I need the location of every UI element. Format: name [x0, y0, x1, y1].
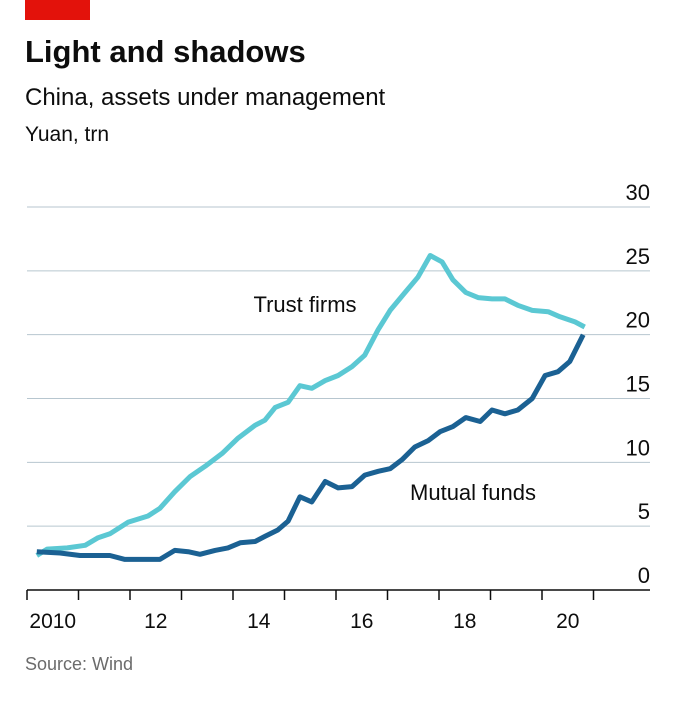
x-tick-label: 16: [350, 610, 373, 633]
x-tick-label: 2010: [29, 610, 76, 633]
chart-subtitle: China, assets under management: [25, 84, 386, 111]
chart-title: Light and shadows: [25, 34, 306, 69]
source: Source: Wind: [25, 654, 133, 674]
x-tick-label: 18: [453, 610, 476, 633]
x-tick-label: 14: [247, 610, 271, 633]
y-tick-label: 30: [626, 180, 650, 205]
x-tick-label: 12: [144, 610, 167, 633]
y-tick-label: 25: [626, 244, 650, 269]
y-tick-label: 20: [626, 308, 650, 333]
y-tick-label: 15: [626, 372, 650, 397]
x-tick-label: 20: [556, 610, 579, 633]
y-tick-label: 0: [638, 563, 650, 588]
y-tick-label: 10: [626, 435, 650, 460]
series-line: [36, 333, 586, 562]
series-label: Mutual funds: [410, 480, 536, 505]
unit-label: Yuan, trn: [25, 123, 109, 146]
series-label: Trust firms: [253, 292, 356, 317]
brand-tag: [25, 0, 90, 20]
y-tick-label: 5: [638, 499, 650, 524]
series-line: [35, 253, 586, 558]
